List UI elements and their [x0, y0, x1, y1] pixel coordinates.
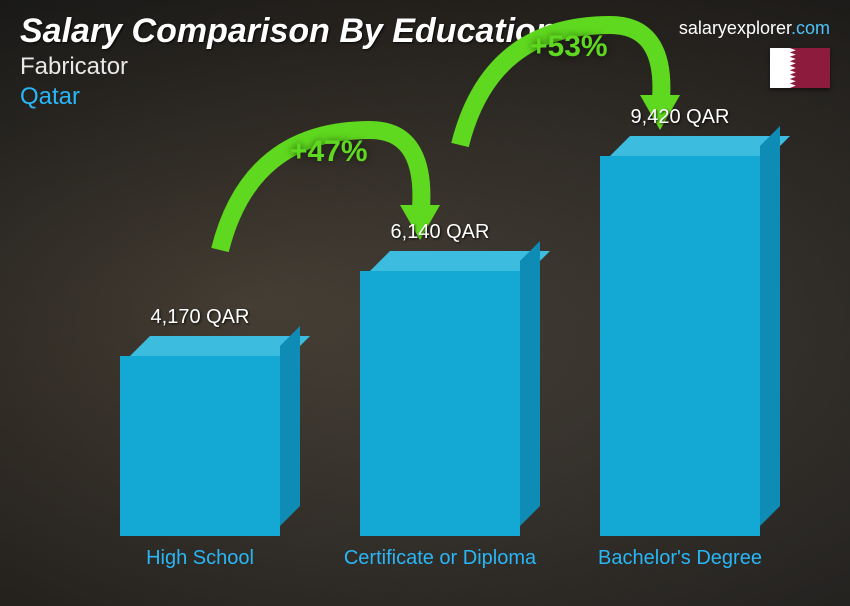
- bar-front-face: [600, 156, 760, 536]
- chart-subtitle: Fabricator: [20, 53, 830, 81]
- arrow-1-svg: [190, 110, 450, 270]
- bar-side-face: [280, 326, 300, 526]
- bar-category-label: High School: [90, 546, 310, 570]
- watermark-tld: .com: [791, 18, 830, 38]
- bar-bachelors: 9,420 QAR Bachelor's Degree: [600, 156, 760, 536]
- bar-value-label: 4,170 QAR: [100, 306, 300, 329]
- bar-side-face: [520, 241, 540, 526]
- watermark: salaryexplorer.com: [679, 18, 830, 39]
- bar-front-face: [120, 356, 280, 536]
- watermark-brand: salaryexplorer: [679, 18, 791, 38]
- bar-front-face: [360, 271, 520, 536]
- bar-value-label: 9,420 QAR: [580, 106, 780, 129]
- bar-high-school: 4,170 QAR High School: [120, 356, 280, 536]
- flag-white-band: [770, 48, 790, 88]
- flag-maroon-band: [790, 48, 830, 88]
- chart-area: +47% +53% 4,170 QAR High School 6,140 QA…: [60, 140, 790, 536]
- arrow-2-label: +53%: [530, 30, 608, 64]
- arrow-1-label: +47%: [290, 135, 368, 169]
- bar-side-face: [760, 126, 780, 526]
- qatar-flag-icon: [770, 48, 830, 88]
- bar-value-label: 6,140 QAR: [340, 221, 540, 244]
- bar-category-label: Certificate or Diploma: [330, 546, 550, 570]
- bar-certificate: 6,140 QAR Certificate or Diploma: [360, 271, 520, 536]
- bar-category-label: Bachelor's Degree: [570, 546, 790, 570]
